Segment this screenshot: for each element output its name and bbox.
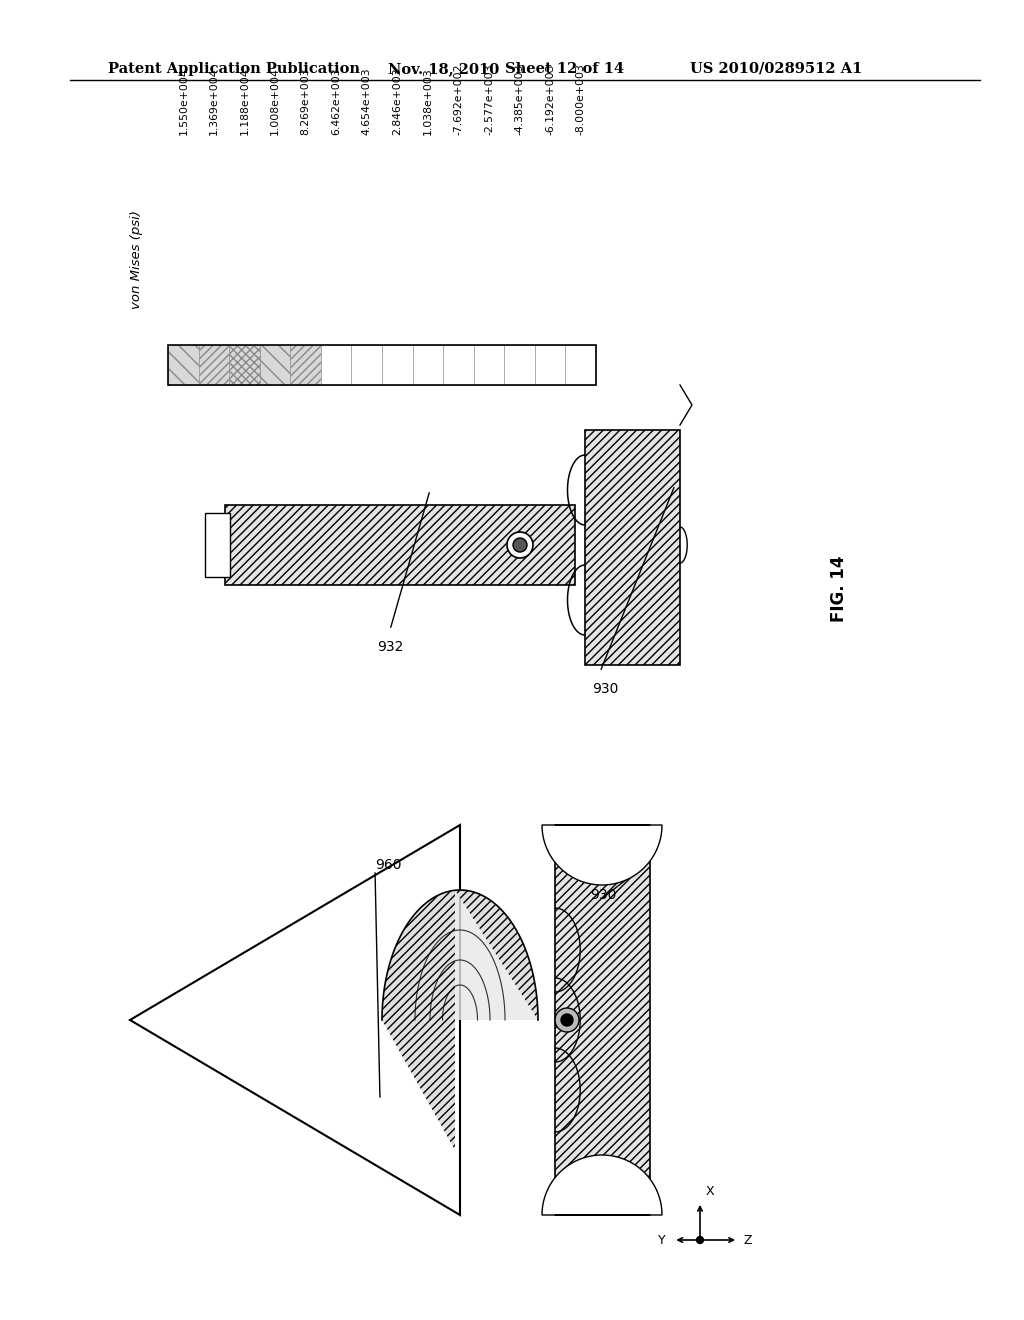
Text: 6.462e+003: 6.462e+003 — [331, 67, 341, 135]
Bar — [474, 345, 504, 385]
Bar — [205, 513, 230, 577]
Circle shape — [507, 532, 534, 558]
Bar — [199, 345, 229, 385]
Bar — [535, 345, 565, 385]
Bar — [229, 345, 260, 385]
Bar — [321, 345, 351, 385]
Bar — [168, 345, 596, 385]
Text: von Mises (psi): von Mises (psi) — [130, 211, 143, 309]
Text: FIG. 14: FIG. 14 — [830, 554, 848, 622]
Bar — [413, 345, 443, 385]
Bar — [565, 345, 596, 385]
Text: 4.654e+003: 4.654e+003 — [361, 67, 372, 135]
Text: -6.192e+003: -6.192e+003 — [545, 63, 555, 135]
Circle shape — [696, 1237, 703, 1243]
Text: Y: Y — [657, 1233, 666, 1246]
Bar — [443, 345, 474, 385]
Text: Z: Z — [744, 1233, 753, 1246]
Text: Nov. 18, 2010: Nov. 18, 2010 — [388, 62, 500, 77]
Text: -4.385e+003: -4.385e+003 — [515, 63, 524, 135]
Text: 932: 932 — [377, 640, 403, 653]
Circle shape — [561, 1014, 573, 1026]
Text: 930: 930 — [590, 888, 616, 902]
Bar — [555, 825, 650, 1214]
Text: 1.008e+004: 1.008e+004 — [270, 67, 280, 135]
Bar — [504, 345, 535, 385]
Polygon shape — [542, 1155, 662, 1214]
Circle shape — [555, 1008, 579, 1032]
Text: 1.550e+004: 1.550e+004 — [178, 67, 188, 135]
Text: US 2010/0289512 A1: US 2010/0289512 A1 — [690, 62, 862, 77]
Text: 1.188e+004: 1.188e+004 — [240, 67, 250, 135]
Text: 1.369e+004: 1.369e+004 — [209, 67, 219, 135]
Text: -2.577e+003: -2.577e+003 — [484, 63, 494, 135]
Text: X: X — [706, 1185, 715, 1199]
Bar — [585, 430, 680, 665]
Text: -8.000e+003: -8.000e+003 — [575, 63, 586, 135]
Text: 1.038e+003: 1.038e+003 — [423, 67, 433, 135]
Bar — [290, 345, 321, 385]
Text: 8.269e+003: 8.269e+003 — [301, 67, 310, 135]
Text: -7.692e+002: -7.692e+002 — [454, 63, 464, 135]
Bar — [225, 506, 575, 585]
Circle shape — [513, 539, 527, 552]
Bar — [168, 345, 199, 385]
Text: 2.846e+003: 2.846e+003 — [392, 67, 402, 135]
Text: Patent Application Publication: Patent Application Publication — [108, 62, 360, 77]
Text: Sheet 12 of 14: Sheet 12 of 14 — [505, 62, 624, 77]
Bar — [351, 345, 382, 385]
Text: 930: 930 — [592, 682, 618, 696]
Polygon shape — [382, 890, 538, 1150]
Polygon shape — [130, 825, 460, 1214]
Text: 960: 960 — [375, 858, 401, 873]
Bar — [382, 345, 413, 385]
Polygon shape — [542, 825, 662, 884]
Bar — [260, 345, 290, 385]
